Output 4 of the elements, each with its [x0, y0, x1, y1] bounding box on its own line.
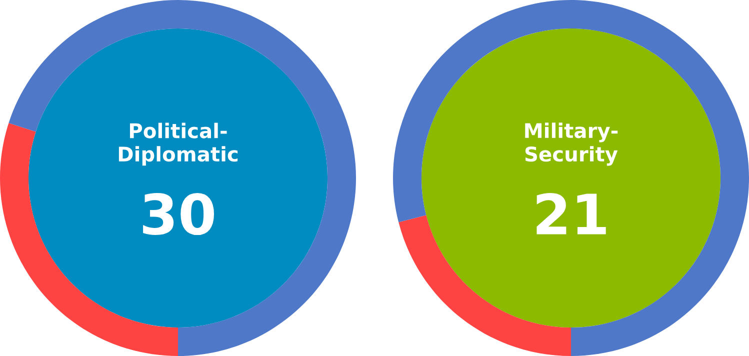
text: Political-Diplomatic [118, 122, 238, 166]
text: Military-Security [525, 122, 618, 166]
data-label: 30 [143, 193, 214, 236]
data-label: 21 [536, 193, 606, 234]
